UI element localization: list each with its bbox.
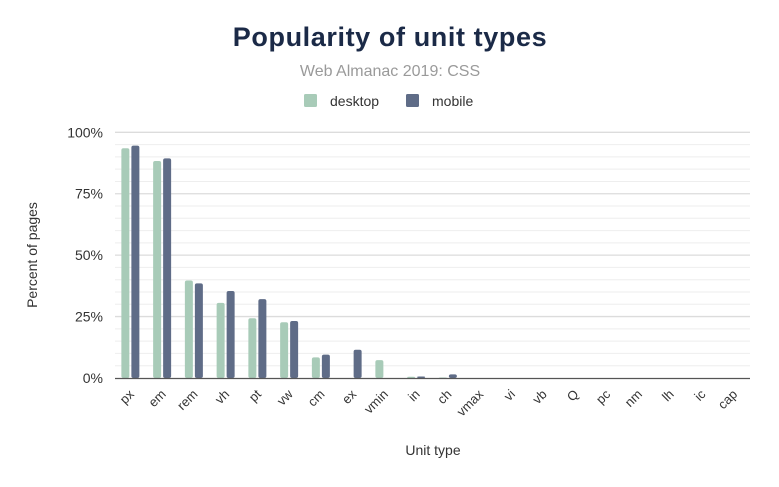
bar-mobile-vw (290, 321, 298, 378)
x-tick-label: ic (691, 386, 709, 404)
x-tick-label: ch (434, 387, 454, 407)
x-tick-label: pt (246, 386, 265, 405)
x-tick-label: vmax (454, 386, 487, 419)
x-tick-label: in (405, 387, 423, 405)
y-tick-label: 75% (75, 186, 103, 202)
x-tick-label: pc (593, 386, 614, 407)
x-tick-label: vi (501, 386, 518, 403)
bar-desktop-in (407, 377, 415, 378)
bar-mobile-em (163, 158, 171, 378)
bar-mobile-rem (195, 283, 203, 378)
y-tick-label: 100% (67, 124, 103, 140)
legend-swatch-mobile (406, 94, 419, 107)
x-tick-label: Q (564, 387, 582, 405)
x-tick-label: cm (305, 387, 328, 410)
bar-desktop-rem (185, 280, 193, 378)
x-axis-label: Unit type (405, 442, 460, 458)
x-tick-label: vb (529, 387, 549, 407)
x-tick-label: nm (622, 387, 645, 410)
legend: desktop mobile (304, 93, 473, 109)
x-tick-label: cap (715, 387, 740, 412)
bar-mobile-cm (322, 355, 330, 378)
y-tick-label: 0% (83, 370, 103, 386)
gridlines (115, 132, 750, 365)
x-tick-label: px (117, 386, 138, 407)
bar-mobile-ch (449, 374, 457, 378)
bar-mobile-vh (227, 291, 235, 378)
bar-desktop-vh (217, 303, 225, 378)
bar-desktop-cm (312, 357, 320, 378)
y-axis-ticks: 0% 25% 50% 75% 100% (67, 124, 103, 386)
bar-desktop-vw (280, 322, 288, 378)
bar-desktop-vmin (375, 360, 383, 378)
bar-desktop-pt (248, 318, 256, 378)
x-tick-label: vmin (361, 387, 391, 417)
bar-desktop-em (153, 161, 161, 378)
x-tick-label: vh (212, 387, 232, 407)
bar-desktop-px (121, 148, 129, 378)
x-tick-label: ex (339, 386, 360, 407)
legend-label-mobile: mobile (432, 93, 473, 109)
chart-subtitle: Web Almanac 2019: CSS (300, 63, 480, 80)
y-tick-label: 50% (75, 247, 103, 263)
x-tick-label: em (145, 387, 168, 410)
x-tick-label: rem (174, 387, 200, 413)
y-tick-label: 25% (75, 309, 103, 325)
y-axis-label: Percent of pages (24, 202, 40, 308)
chart-title: Popularity of unit types (233, 22, 547, 52)
bar-mobile-px (131, 146, 139, 378)
legend-label-desktop: desktop (330, 93, 379, 109)
legend-swatch-desktop (304, 94, 317, 107)
bar-mobile-in (417, 377, 425, 378)
bars (121, 146, 457, 378)
bar-mobile-pt (258, 299, 266, 378)
bar-mobile-ex (354, 350, 362, 378)
x-tick-label: lh (659, 387, 677, 405)
x-tick-label: vw (274, 386, 296, 408)
